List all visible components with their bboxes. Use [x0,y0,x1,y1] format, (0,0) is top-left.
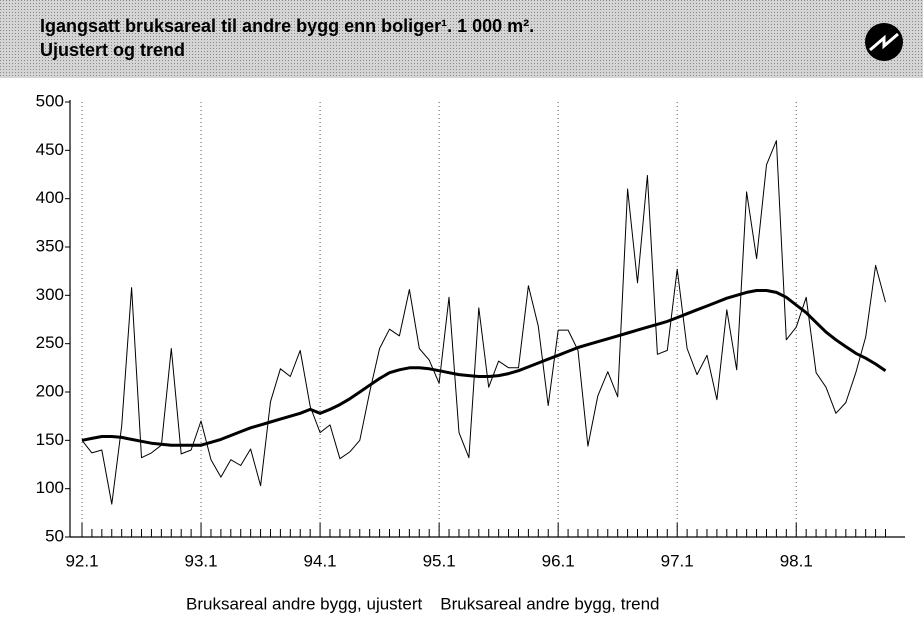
x-tick-label: 95.1 [423,551,456,570]
y-tick-label: 450 [36,140,64,159]
x-tick-label: 98.1 [780,551,813,570]
y-tick-label: 200 [36,381,64,400]
y-tick-label: 250 [36,333,64,352]
y-tick-label: 500 [36,91,64,110]
chart-subtitle: Ujustert og trend [40,40,185,60]
y-tick-label: 50 [45,526,64,545]
logo [865,23,903,61]
chart-title: Igangsatt bruksareal til andre bygg enn … [40,16,534,36]
y-tick-label: 150 [36,430,64,449]
header-band [0,0,923,78]
x-tick-label: 93.1 [184,551,217,570]
series-line [81,140,886,505]
series-line [81,289,887,447]
x-tick-label: 97.1 [661,551,694,570]
y-tick-label: 400 [36,188,64,207]
legend-label: Bruksareal andre bygg, trend [440,594,659,613]
legend-label: Bruksareal andre bygg, ujustert [186,594,423,613]
x-tick-label: 96.1 [542,551,575,570]
y-tick-label: 350 [36,236,64,255]
x-tick-label: 92.1 [65,551,98,570]
y-tick-label: 300 [36,285,64,304]
y-tick-label: 100 [36,478,64,497]
x-tick-label: 94.1 [304,551,337,570]
